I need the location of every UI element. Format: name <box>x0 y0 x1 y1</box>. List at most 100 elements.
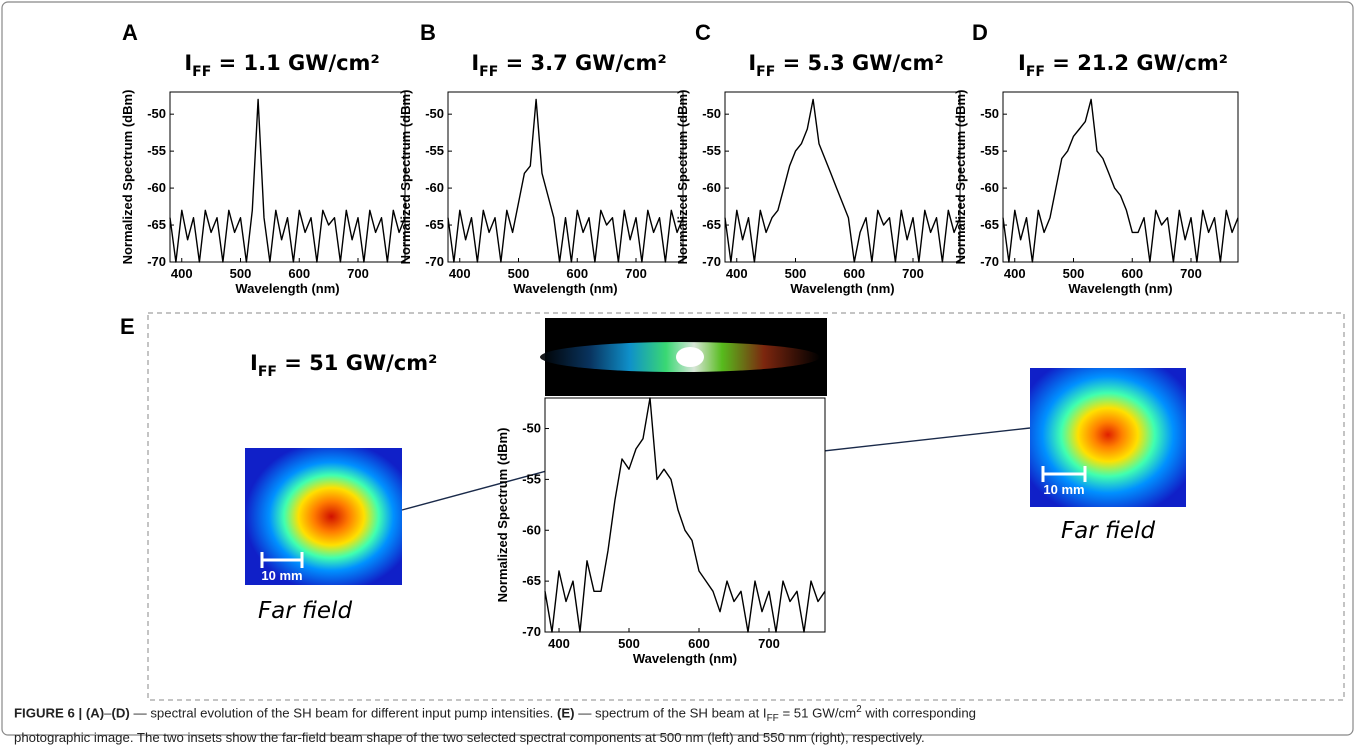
y-tick-label: -50 <box>147 106 166 121</box>
y-tick-label: -55 <box>522 471 541 486</box>
x-tick-label: 700 <box>902 266 924 281</box>
scale-label: 10 mm <box>261 568 302 583</box>
title-part: FF <box>756 64 775 80</box>
y-tick-label: -60 <box>425 180 444 195</box>
x-tick-label: 700 <box>625 266 647 281</box>
y-tick-label: -55 <box>147 143 166 158</box>
plot-area <box>544 397 826 633</box>
plot-area <box>1002 91 1239 263</box>
title-part: = 21.2 GW/cm² <box>1045 51 1228 75</box>
plot-area <box>447 91 684 263</box>
panel-label: E <box>120 314 135 339</box>
caption-text: 2 <box>856 704 862 715</box>
panel-title: IFF = 21.2 GW/cm² <box>1018 51 1228 80</box>
y-tick-label: -70 <box>980 254 999 269</box>
x-tick-label: 600 <box>288 266 310 281</box>
caption-text: (E) <box>556 705 575 721</box>
far-field-right <box>1030 368 1186 507</box>
spectrum-panel: -70 -65 -60 -55 -50 400 500 600 700 Wavelength (n… <box>120 314 1155 666</box>
y-tick-label: -55 <box>980 143 999 158</box>
y-tick-label: -70 <box>147 254 166 269</box>
y-tick-label: -55 <box>702 143 721 158</box>
title-part: = 5.3 GW/cm² <box>775 51 943 75</box>
y-axis-label: Normalized Spectrum (dBm) <box>495 428 510 603</box>
caption-text: with corresponding <box>861 705 977 721</box>
y-tick-label: -60 <box>980 180 999 195</box>
title-part: I <box>250 351 258 375</box>
spectrum-panel: -70 -65 -60 -55 -50 400 500 600 700 Wavelength (n… <box>120 20 406 296</box>
scale-label: 10 mm <box>1043 482 1084 497</box>
spectrum-line <box>1002 98 1239 263</box>
caption-text: = 51 GW/cm <box>778 705 857 721</box>
x-axis-label: Wavelength (nm) <box>513 281 617 296</box>
y-axis-label: Normalized Spectrum (dBm) <box>675 90 690 265</box>
caption-text: FF <box>766 713 779 725</box>
y-tick-label: -55 <box>425 143 444 158</box>
spectrum-panel: -70 -65 -60 -55 -50 400 500 600 700 Wavelength (n… <box>398 20 684 296</box>
x-tick-label: 500 <box>508 266 530 281</box>
x-tick-label: 700 <box>758 636 780 651</box>
caption-text: (D) <box>111 705 130 721</box>
panel-title: IFF = 1.1 GW/cm² <box>184 51 379 80</box>
title-part: = 1.1 GW/cm² <box>211 51 379 75</box>
caption-text: — spectral evolution of the SH beam for … <box>129 705 557 721</box>
panel-title: IFF = 51 GW/cm² <box>250 351 437 380</box>
caption-line: FIGURE 6 | (A)–(D) — spectral evolution … <box>14 700 1344 728</box>
x-axis-label: Wavelength (nm) <box>633 651 737 666</box>
plot-area <box>724 91 961 263</box>
x-tick-label: 600 <box>688 636 710 651</box>
x-tick-label: 600 <box>1121 266 1143 281</box>
inset-label: Far field <box>258 598 352 624</box>
y-tick-label: -50 <box>522 421 541 436</box>
x-tick-label: 400 <box>726 266 748 281</box>
panel-label: B <box>420 20 436 45</box>
x-tick-label: 500 <box>1063 266 1085 281</box>
title-part: FF <box>1026 64 1045 80</box>
photo <box>540 318 827 396</box>
title-part: FF <box>479 64 498 80</box>
y-tick-label: -60 <box>147 180 166 195</box>
far-field-left <box>245 448 402 585</box>
panel-title: IFF = 5.3 GW/cm² <box>748 51 943 80</box>
y-tick-label: -65 <box>147 217 166 232</box>
y-tick-label: -50 <box>980 106 999 121</box>
spectrum-panel: -70 -65 -60 -55 -50 400 500 600 700 Wavelength (n… <box>675 20 961 296</box>
panel-label: A <box>122 20 138 45</box>
y-axis-label: Normalized Spectrum (dBm) <box>953 90 968 265</box>
panel-e-box <box>147 312 1345 701</box>
spectrum-panel: -70 -65 -60 -55 -50 400 500 600 700 Wavelength (n… <box>953 20 1239 296</box>
caption-text: FIGURE 6 | <box>14 705 86 721</box>
panel-label: C <box>695 20 711 45</box>
spectrum-line <box>169 98 406 263</box>
x-tick-label: 400 <box>449 266 471 281</box>
title-part: FF <box>258 364 277 380</box>
caption-text: — spectrum of the SH beam at I <box>574 705 767 721</box>
panel-title: IFF = 3.7 GW/cm² <box>471 51 666 80</box>
plot-area <box>169 91 406 263</box>
caption-text: – <box>104 705 112 721</box>
y-tick-label: -70 <box>425 254 444 269</box>
y-tick-label: -70 <box>522 624 541 639</box>
x-axis-label: Wavelength (nm) <box>1068 281 1172 296</box>
x-tick-label: 600 <box>843 266 865 281</box>
y-tick-label: -60 <box>522 522 541 537</box>
x-tick-label: 700 <box>347 266 369 281</box>
inset-label: Far field <box>1061 518 1155 544</box>
x-tick-label: 500 <box>618 636 640 651</box>
x-tick-label: 400 <box>1004 266 1026 281</box>
spectrum-line <box>447 98 684 263</box>
y-tick-label: -65 <box>522 573 541 588</box>
title-part: I <box>748 51 756 75</box>
spectrum-line <box>724 98 961 263</box>
title-part: FF <box>192 64 211 80</box>
panel-label: D <box>972 20 988 45</box>
title-part: I <box>184 51 192 75</box>
x-axis-label: Wavelength (nm) <box>235 281 339 296</box>
scale-bars <box>260 466 1087 568</box>
y-axis-label: Normalized Spectrum (dBm) <box>120 90 135 265</box>
title-part: I <box>1018 51 1026 75</box>
x-tick-label: 600 <box>566 266 588 281</box>
y-tick-label: -65 <box>980 217 999 232</box>
